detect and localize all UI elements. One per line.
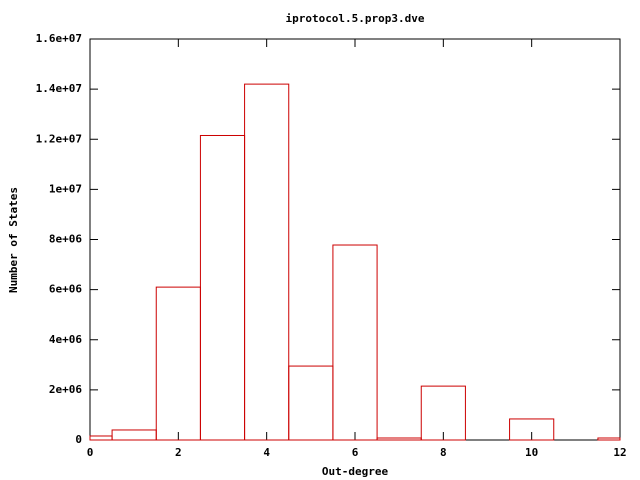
y-tick-label: 1.6e+07 <box>36 32 82 45</box>
bar <box>155 286 201 441</box>
bar <box>597 437 621 441</box>
x-tick-label: 2 <box>175 446 182 459</box>
bar <box>420 385 466 441</box>
x-axis-label: Out-degree <box>322 465 389 478</box>
y-tick-label: 1.4e+07 <box>36 82 82 95</box>
x-tick-label: 6 <box>352 446 359 459</box>
y-tick-label: 8e+06 <box>49 233 82 246</box>
bar <box>509 418 555 441</box>
bar <box>332 244 378 441</box>
bar <box>199 134 246 441</box>
y-tick-label: 6e+06 <box>49 283 82 296</box>
x-tick-label: 12 <box>613 446 626 459</box>
bar <box>111 429 157 441</box>
y-tick-label: 0 <box>75 433 82 446</box>
y-axis-label: Number of States <box>7 187 20 293</box>
bar <box>244 83 290 441</box>
bar <box>288 365 334 441</box>
y-tick-label: 1e+07 <box>49 182 82 195</box>
x-tick-label: 8 <box>440 446 447 459</box>
plot-border <box>89 38 621 441</box>
chart-title: iprotocol.5.prop3.dve <box>285 12 424 25</box>
y-tick-label: 2e+06 <box>49 383 82 396</box>
x-tick-label: 0 <box>87 446 94 459</box>
y-tick-label: 4e+06 <box>49 333 82 346</box>
y-tick-label: 1.2e+07 <box>36 132 82 145</box>
bar <box>89 435 113 441</box>
bar <box>376 437 422 441</box>
x-tick-label: 10 <box>525 446 538 459</box>
x-tick-label: 4 <box>263 446 270 459</box>
